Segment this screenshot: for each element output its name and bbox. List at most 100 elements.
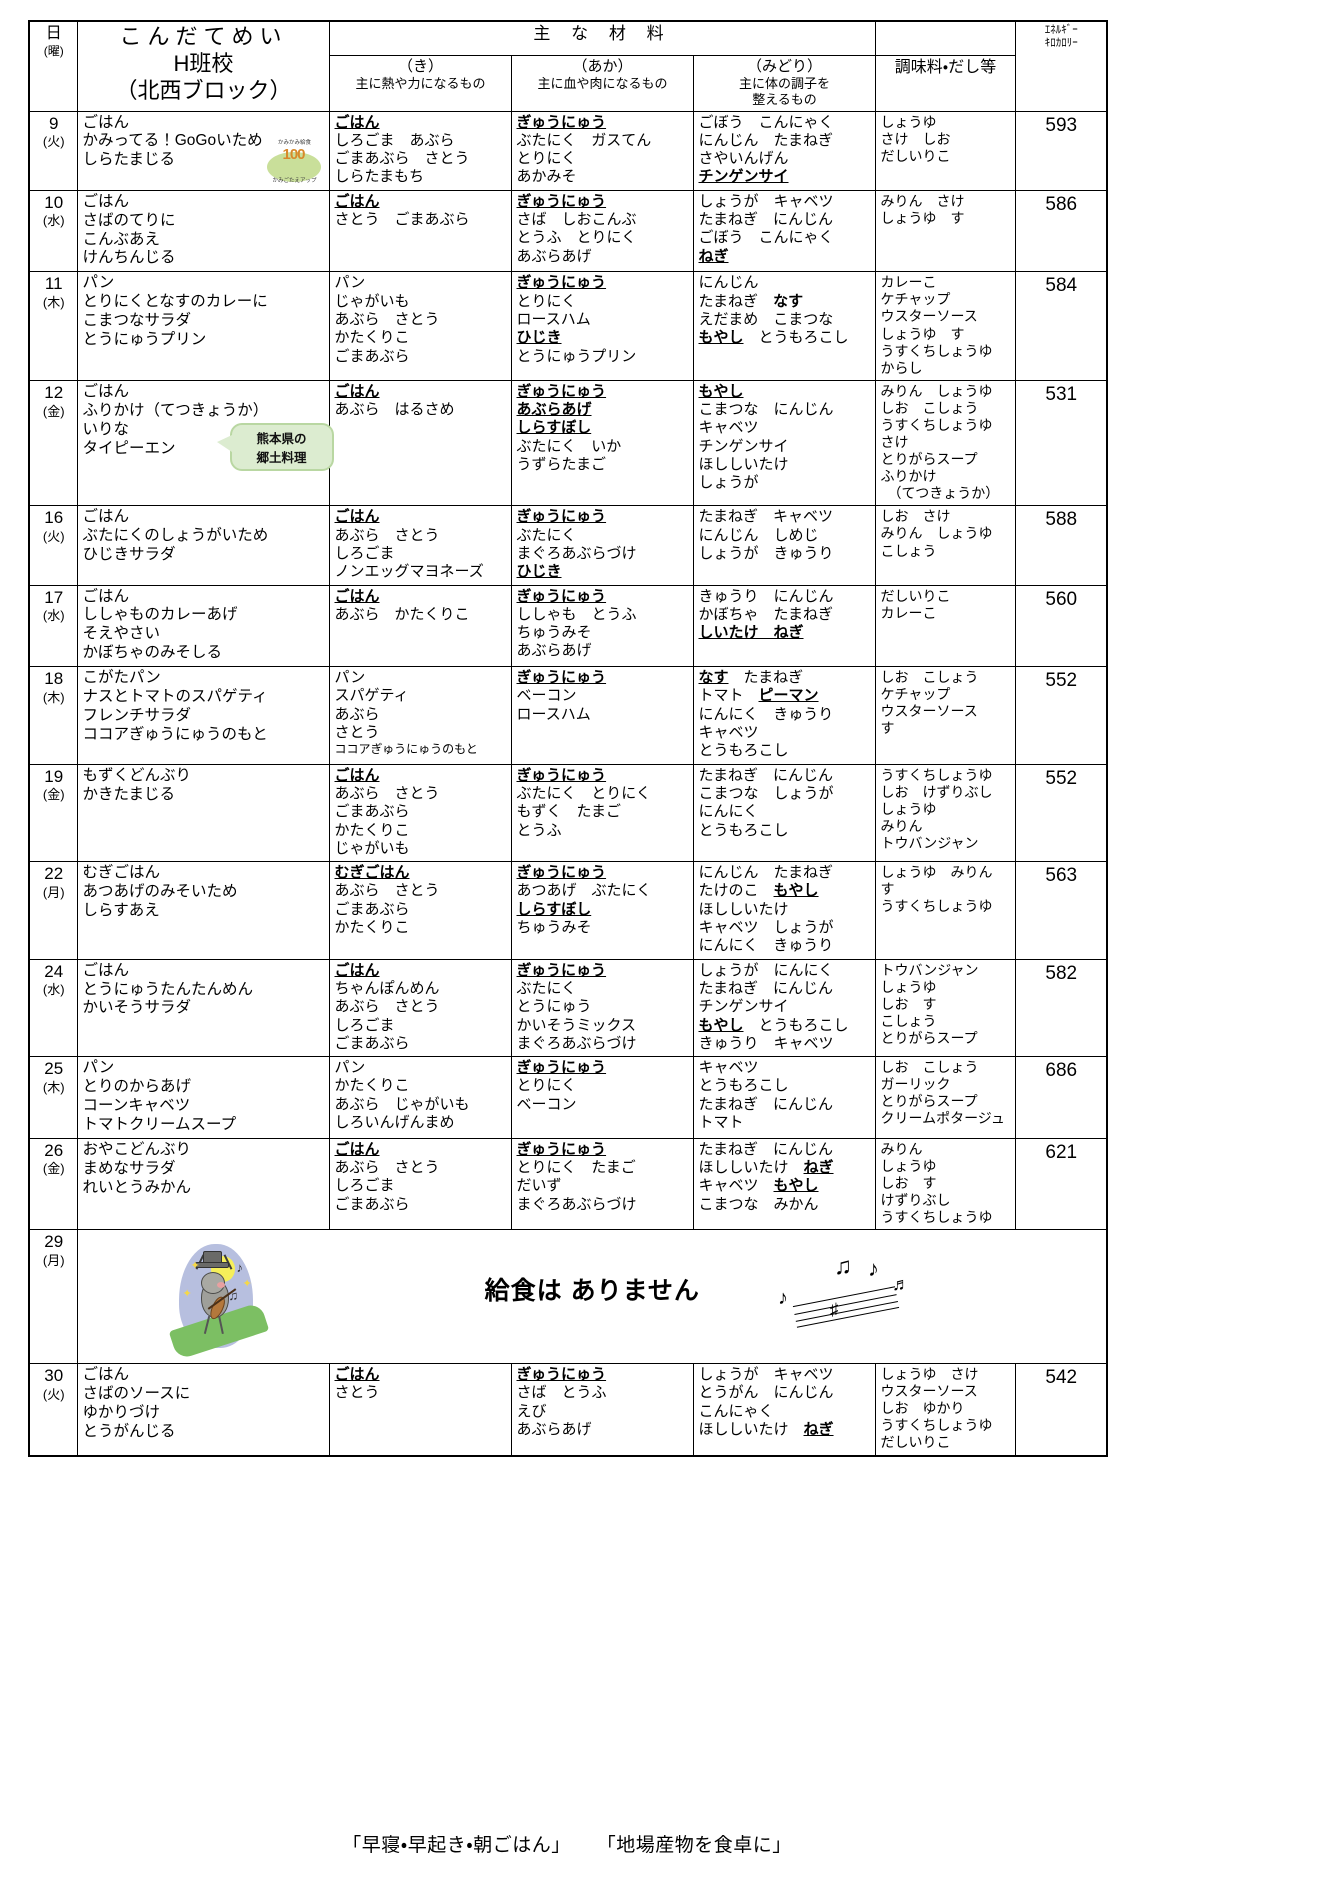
row-ingredients-aka: ぎゅうにゅう ぶたにく とうにゅう かいそうミックス まぐろあぶらづけ <box>510 958 694 1058</box>
row-menu-names: パン とりにくとなすのカレーに こまつなサラダ とうにゅうプリン <box>76 271 330 381</box>
ingredient-line: パン <box>334 274 366 292</box>
ingredient-line: ちゅうみそ <box>516 624 592 642</box>
menu-item: フレンチサラダ <box>82 706 192 724</box>
row-ingredients-aka: ぎゅうにゅう とりにく たまご だいず まぐろあぶらづけ <box>510 1137 694 1231</box>
badge-number: 100 <box>282 145 305 163</box>
menu-item: まめなサラダ <box>82 1159 176 1177</box>
menu-item: とりにくとなすのカレーに <box>82 293 268 311</box>
ingredient-line: スパゲティ <box>334 687 409 705</box>
row-energy-kcal: 593 <box>1014 110 1108 191</box>
ingredient-line: さけ しお <box>880 130 951 147</box>
ingredient-line: こまつな みかん <box>698 1195 819 1213</box>
ingredient-line: トウバンジャン <box>880 834 979 851</box>
lunch-menu-table: 日 (曜) こんだてめい H班校 （北西ブロック） 主 な 材 料 ｴﾈﾙｷﾞｰ… <box>28 20 1108 1457</box>
menu-item: ナスとトマトのスパゲティ <box>82 688 268 706</box>
ingredient-line: ベーコン <box>516 1095 577 1113</box>
row-date: 10 (水) <box>28 189 78 273</box>
menu-item: とりのからあげ <box>82 1078 192 1095</box>
ingredient-line: さとう <box>334 724 380 742</box>
row-seasonings: うすくちしょうゆ しお けずりぶし しょうゆ みりん トウバンジャン <box>874 763 1016 863</box>
ingredient-line: こしょう <box>880 542 937 559</box>
ingredient-line: ごぼう こんにゃく <box>698 113 834 131</box>
ingredient-line: とりにく <box>516 292 577 310</box>
menu-item: かぼちゃのみそしる <box>82 644 223 662</box>
row-menu-names: ごはん ふりかけ（てつきょうか） いりな タイピーエン 熊本県の 郷土料理 <box>76 379 334 507</box>
ingredient-line: しょうが キャベツ <box>698 1366 834 1384</box>
menu-item: ごはん <box>82 961 130 979</box>
ingredient-line: ぎゅうにゅう <box>516 669 607 687</box>
row-ingredients-midori: しょうが キャベツ たまねぎ にんじん ごぼう こんにゃく ねぎ <box>692 189 876 273</box>
ingredient-line: うすくちしょうゆ <box>880 898 993 915</box>
ingredient-line: みりん <box>880 1140 923 1157</box>
ingredient-line: ごまあぶら <box>334 803 410 821</box>
row-ingredients-aka: ぎゅうにゅう ししゃも とうふ ちゅうみそ あぶらあげ <box>510 584 694 668</box>
row-day: 18 <box>44 669 64 689</box>
ingredient-line: こしょう <box>880 1012 937 1029</box>
ingredient-line: たまねぎ にんじん <box>698 211 834 228</box>
ingredient-line: す <box>880 881 895 898</box>
ingredient-line: しょうゆ <box>880 978 937 995</box>
row-date: 22 (月) <box>28 861 78 960</box>
ingredient-line: しょうが <box>698 474 759 492</box>
ingredient-line: ぎゅうにゅう <box>516 113 607 131</box>
ingredient-line: キャベツ <box>698 419 759 437</box>
category-aka-label: （あか） <box>572 57 633 75</box>
header-seasoning-spacer <box>874 20 1016 56</box>
ingredient-line: たまねぎ にんじん <box>698 766 834 784</box>
menu-item: しらたまじる <box>82 151 176 169</box>
row-energy-kcal: 563 <box>1014 861 1108 960</box>
row-energy-kcal: 686 <box>1014 1056 1108 1139</box>
menu-item: ごはん <box>82 113 130 131</box>
row-day: 19 <box>44 766 64 786</box>
ingredient-line: ごはん <box>334 382 380 400</box>
ingredient-line: しょうが キャベツ <box>698 192 834 210</box>
ingredient-line: ウスターソース <box>880 308 978 325</box>
row-menu-names: ごはん ししゃものカレーあげ そえやさい かぼちゃのみそしる <box>76 584 330 668</box>
row-ingredients-midori: しょうが にんにく たまねぎ にんじん チンゲンサイ もやし とうもろこし きゅうり キ… <box>692 958 876 1058</box>
ingredient-line: あつあげ ぶたにく <box>516 882 652 900</box>
ingredient-line: しお す <box>880 1174 937 1191</box>
row-menu-names: ごはん とうにゅうたんたんめん かいそうサラダ <box>76 958 330 1058</box>
ingredient-line: ひじき <box>516 563 562 581</box>
ingredient-line: まぐろあぶらづけ <box>516 1034 637 1052</box>
row-date: 24 (水) <box>28 958 78 1058</box>
ingredient-line: あぶら かたくりこ <box>334 605 470 623</box>
ingredient-line: さとう <box>334 1384 380 1402</box>
menu-item: とうがんじる <box>82 1422 176 1440</box>
menu-item: こまつなサラダ <box>82 312 192 330</box>
ingredient-line: ししゃも とうふ <box>516 605 637 623</box>
ingredient-line: うずらたまご <box>516 455 607 473</box>
row-date: 18 (木) <box>28 666 78 765</box>
ingredient-line: だしいりこ <box>880 587 951 604</box>
ingredient-line: チンゲンサイ <box>698 998 789 1016</box>
ingredient-line: しろごま <box>334 1177 395 1195</box>
row-ingredients-aka: ぎゅうにゅう さば しおこんぶ とうふ とりにく あぶらあげ <box>510 189 694 273</box>
menu-item: ふりかけ（てつきょうか） <box>82 401 269 419</box>
table-row: 22 (月) むぎごはん あつあげのみそいため しらすあえ むぎごはん あぶら さとう ごまあ… <box>28 861 1108 960</box>
row-ingredients-ki: パン スパゲティ あぶら さとう ココアぎゅうにゅうのもと <box>328 666 512 765</box>
row-ingredients-aka: ぎゅうにゅう ベーコン ロースハム <box>510 666 694 765</box>
menu-item: かみってる！GoGoいため <box>82 132 263 150</box>
row-weekday: (金) <box>42 787 65 803</box>
ingredient-line: とりがらスープ <box>880 1093 978 1110</box>
row-date: 30 (火) <box>28 1363 78 1456</box>
ingredient-line: カレーこ <box>880 604 937 621</box>
menu-item: さばのてりに <box>82 211 176 229</box>
ingredient-line: とうふ <box>516 821 562 839</box>
row-menu-names: ごはん ぶたにくのしょうがいため ひじきサラダ <box>76 505 330 586</box>
ingredient-line: たけのこ もやし <box>698 882 819 900</box>
table-row: 18 (木) こがたパン ナスとトマトのスパゲティ フレンチサラダ ココアぎゅうにゅうのも… <box>28 666 1108 765</box>
ingredient-line: しお さけ <box>880 508 951 525</box>
row-seasonings: しお こしょう ケチャップ ウスターソースす <box>874 666 1016 765</box>
ingredient-line: しょうゆ みりん <box>880 864 993 881</box>
ingredient-line: もやし <box>698 382 744 400</box>
ingredient-line: だしいりこ <box>880 147 951 164</box>
table-row: 17 (水) ごはん ししゃものカレーあげ そえやさい かぼちゃのみそしる ごはん あぶら か… <box>28 584 1108 668</box>
ingredient-line: たまねぎ にんじん <box>698 1140 834 1158</box>
ingredient-line: とうもろこし <box>698 821 789 839</box>
header-menu-title: こんだてめい H班校 （北西ブロック） <box>76 20 330 112</box>
ingredient-line: まぐろあぶらづけ <box>516 544 637 562</box>
ingredient-line: とうにゅうプリン <box>516 347 637 365</box>
ingredient-line: ほししいたけ ねぎ <box>698 1421 834 1438</box>
row-energy-kcal: 531 <box>1014 379 1108 507</box>
